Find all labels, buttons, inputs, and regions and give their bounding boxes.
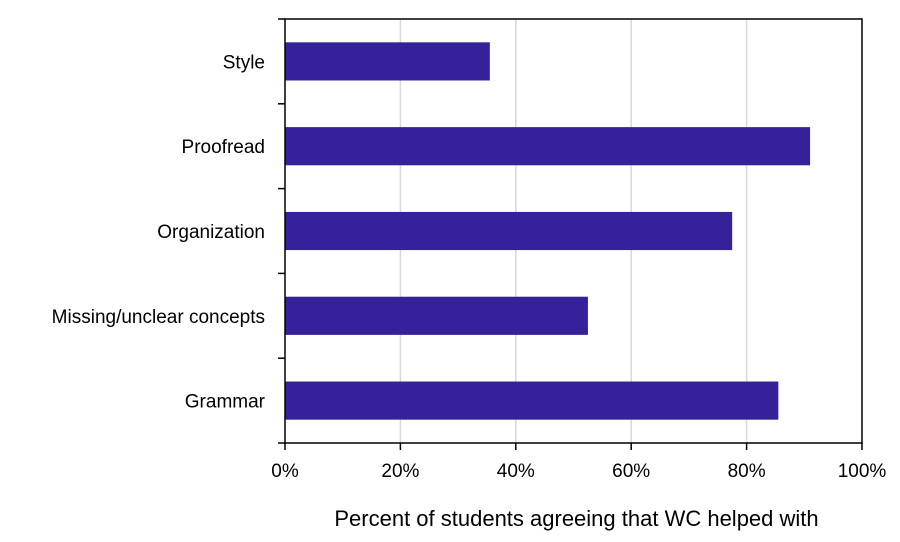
axes xyxy=(278,18,863,450)
x-axis-title: Percent of students agreeing that WC hel… xyxy=(334,506,818,531)
x-tick-label: 0% xyxy=(271,461,299,482)
category-label: Style xyxy=(223,52,265,73)
bar xyxy=(285,211,733,251)
bar xyxy=(285,381,779,420)
x-tick-label: 40% xyxy=(497,461,535,482)
x-tick-label: 60% xyxy=(612,461,650,482)
x-tick-label: 80% xyxy=(728,461,766,482)
x-tick-label: 20% xyxy=(381,461,419,482)
x-tick-label: 100% xyxy=(838,461,887,482)
bars xyxy=(285,42,811,420)
category-label: Proofread xyxy=(182,137,265,158)
bar xyxy=(285,42,490,81)
category-label: Organization xyxy=(157,222,265,243)
plot-frame xyxy=(284,18,863,444)
category-label: Missing/unclear concepts xyxy=(52,307,265,328)
bar xyxy=(285,296,588,335)
labels: 0% 20% 40% 60% 80% 100% Style Proofread Organiza… xyxy=(52,52,887,482)
category-label: Grammar xyxy=(185,392,266,413)
bar xyxy=(285,127,811,166)
